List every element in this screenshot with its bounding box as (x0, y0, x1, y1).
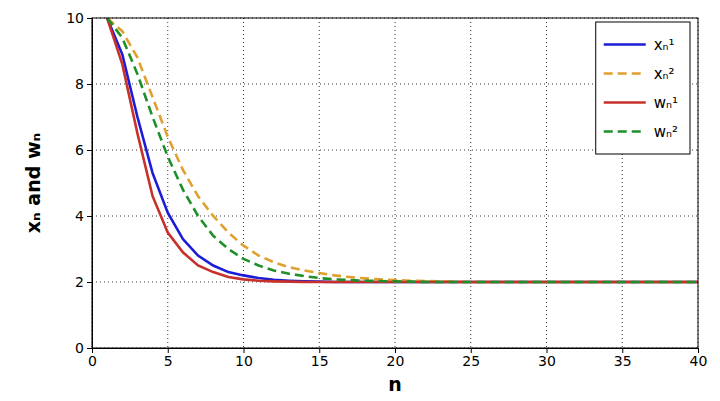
y-tick-label: 0 (75, 340, 84, 356)
y-tick-label: 2 (75, 274, 84, 290)
y-tick: 0 (75, 340, 92, 356)
x-tick: 5 (164, 348, 173, 369)
y-tick-label: 10 (66, 10, 84, 26)
grid (92, 18, 698, 348)
y-tick: 2 (75, 274, 92, 290)
grid-line-x (243, 18, 244, 348)
lines (107, 18, 698, 282)
x-tick-label: 5 (164, 353, 173, 369)
y-tick-label: 8 (75, 76, 84, 92)
x-tick-label: 40 (690, 353, 708, 369)
y-tick-mark (87, 18, 92, 19)
legend-label: wₙ² (654, 123, 678, 141)
grid-line-x (546, 18, 547, 348)
series-line (107, 18, 698, 282)
x-tick-label: 15 (311, 353, 329, 369)
legend: xₙ¹ xₙ² wₙ¹ wₙ² (596, 22, 690, 154)
grid-line-x (470, 18, 471, 348)
chart: 0 5 10 15 20 25 30 35 40 0 2 4 6 8 10 n xₙ and wₙ xₙ¹ xₙ² w… (0, 0, 720, 401)
x-tick-label: 10 (235, 353, 253, 369)
y-tick: 4 (75, 208, 92, 224)
x-tick-label: 35 (614, 353, 632, 369)
x-tick: 30 (538, 348, 556, 369)
y-tick-mark (87, 348, 92, 349)
x-tick: 35 (614, 348, 632, 369)
y-tick-mark (87, 84, 92, 85)
x-tick-label: 30 (538, 353, 556, 369)
legend-swatch (604, 101, 646, 104)
x-tick: 10 (235, 348, 253, 369)
legend-swatch (604, 72, 646, 75)
x-tick: 20 (387, 348, 405, 369)
x-tick: 40 (690, 348, 708, 369)
legend-label: xₙ² (654, 65, 675, 83)
grid-line-y (92, 216, 698, 217)
y-tick-label: 6 (75, 142, 84, 158)
grid-line-x (395, 18, 396, 348)
x-tick: 0 (88, 348, 97, 369)
y-tick: 6 (75, 142, 92, 158)
y-tick-mark (87, 282, 92, 283)
x-tick-label: 25 (462, 353, 480, 369)
x-axis-title: n (388, 373, 402, 395)
y-tick-label: 4 (75, 208, 84, 224)
y-tick: 8 (75, 76, 92, 92)
y-axis-line (87, 19, 93, 349)
legend-label: wₙ¹ (654, 94, 678, 112)
x-tick-label: 20 (387, 353, 405, 369)
y-tick-mark (87, 150, 92, 151)
plot-background (92, 18, 698, 348)
series-line (107, 18, 698, 282)
x-tick: 15 (311, 348, 329, 369)
x-tick: 25 (462, 348, 480, 369)
y-tick-mark (87, 216, 92, 217)
plot-frame (92, 18, 698, 348)
x-axis: 0 5 10 15 20 25 30 35 40 (88, 348, 707, 369)
series-line (107, 18, 698, 282)
grid-line-x (167, 18, 168, 348)
legend-label: xₙ¹ (654, 36, 675, 54)
legend-box (596, 22, 690, 154)
y-axis: 0 2 4 6 8 10 (66, 10, 92, 356)
x-tick-label: 0 (88, 353, 97, 369)
legend-swatch (604, 130, 646, 133)
grid-line-x (319, 18, 320, 348)
series-line (107, 18, 698, 282)
legend-swatch (604, 43, 646, 46)
y-axis-title: xₙ and wₙ (22, 133, 44, 233)
y-tick: 10 (66, 10, 92, 26)
